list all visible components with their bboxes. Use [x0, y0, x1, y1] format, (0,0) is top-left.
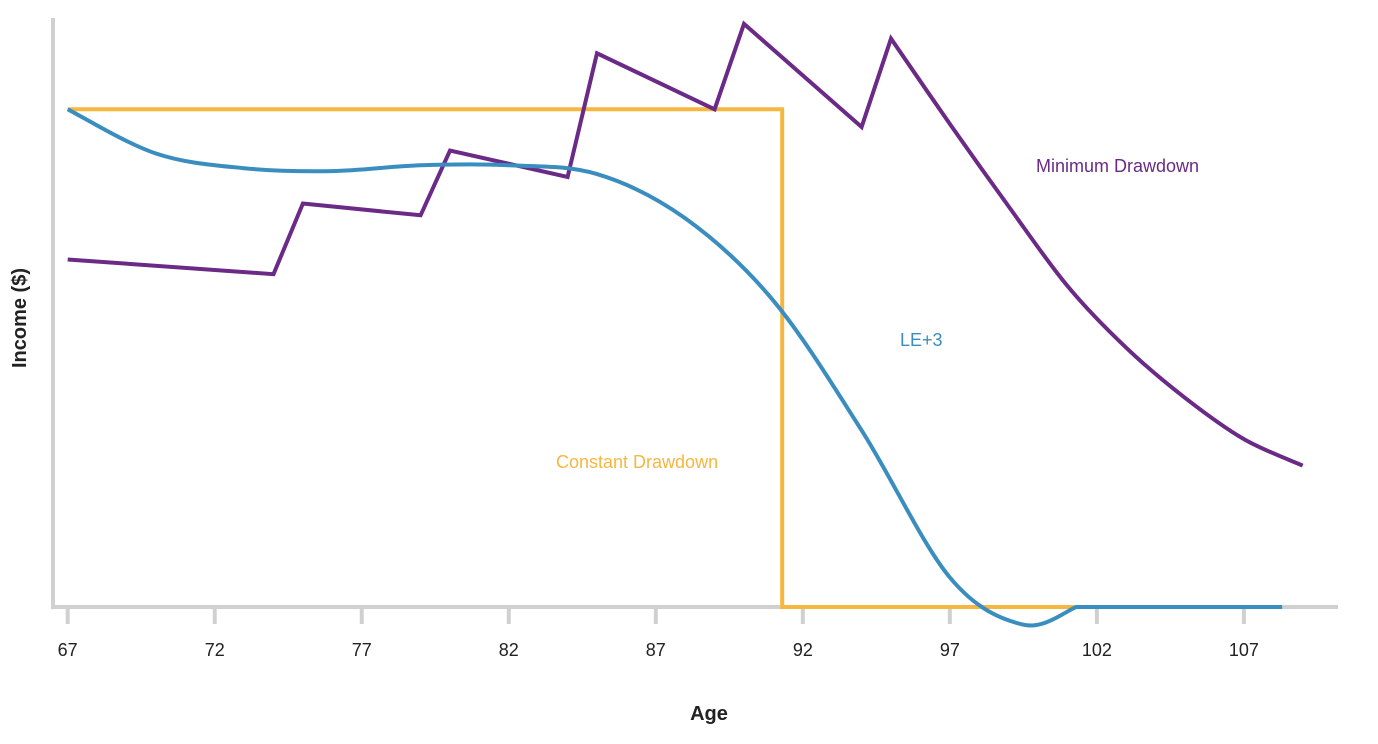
minimum-drawdown-label: Minimum Drawdown: [1036, 156, 1199, 176]
constant-drawdown-label: Constant Drawdown: [556, 452, 718, 472]
x-tick-label: 72: [205, 640, 225, 660]
x-tick-label: 67: [58, 640, 78, 660]
x-axis-ticks: 67 72 77 82 87 92 97 102 107: [58, 607, 1259, 660]
x-tick-label: 87: [646, 640, 666, 660]
chart-axes: [51, 18, 1338, 609]
le-3-series-line: [66, 107, 1283, 628]
le3-label: LE+3: [900, 330, 943, 350]
x-tick-label: 77: [352, 640, 372, 660]
x-axis-title: Age: [690, 703, 728, 725]
constant-drawdown-series-line: [67, 107, 1077, 609]
x-tick-label: 82: [499, 640, 519, 660]
x-tick-label: 92: [793, 640, 813, 660]
x-tick-label: 102: [1082, 640, 1112, 660]
x-tick-label: 97: [940, 640, 960, 660]
y-axis-title: Income ($): [9, 268, 31, 368]
x-tick-label: 107: [1229, 640, 1259, 660]
series-layer: [66, 20, 1304, 628]
minimum-drawdown-series-line: [67, 20, 1304, 468]
